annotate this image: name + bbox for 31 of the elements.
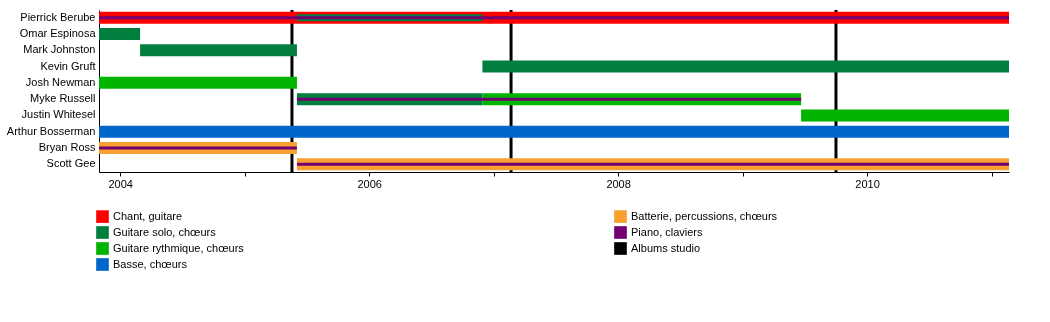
y-tick-label: Bryan Ross <box>38 140 96 153</box>
y-tick-label: Arthur Bosserman <box>6 124 96 137</box>
y-tick-label: Josh Newman <box>25 75 96 88</box>
legend-label: Basse, chœurs <box>113 257 188 270</box>
bar <box>99 76 297 89</box>
bar <box>296 97 802 101</box>
y-tick-label: Justin Whitesel <box>21 108 96 121</box>
x-tick-label: 2006 <box>357 177 382 190</box>
bar <box>482 60 1009 73</box>
x-tick-label: 2008 <box>606 177 631 190</box>
bar <box>99 146 297 150</box>
y-tick-label: Myke Russell <box>30 92 96 105</box>
bar <box>99 28 141 41</box>
bar <box>296 162 1009 166</box>
y-tick-label: Omar Espinosa <box>19 27 97 40</box>
legend-label: Chant, guitare <box>113 209 183 222</box>
bar <box>99 125 1009 138</box>
legend-label: Albums studio <box>631 241 701 254</box>
y-tick-label: Scott Gee <box>46 157 96 170</box>
legend-label: Piano, claviers <box>631 225 704 238</box>
legend-label: Batterie, percussions, chœurs <box>631 209 778 222</box>
y-tick-label: Pierrick Berube <box>20 10 96 23</box>
x-tick-label: 2004 <box>108 177 133 190</box>
legend-label: Guitare rythmique, chœurs <box>113 241 245 254</box>
bar <box>801 109 1009 122</box>
bar <box>99 16 1009 20</box>
y-tick-label: Kevin Gruft <box>40 59 96 72</box>
x-tick-label: 2010 <box>855 177 880 190</box>
bar <box>140 44 297 57</box>
y-tick-label: Mark Johnston <box>23 43 96 56</box>
legend-label: Guitare solo, chœurs <box>113 225 217 238</box>
